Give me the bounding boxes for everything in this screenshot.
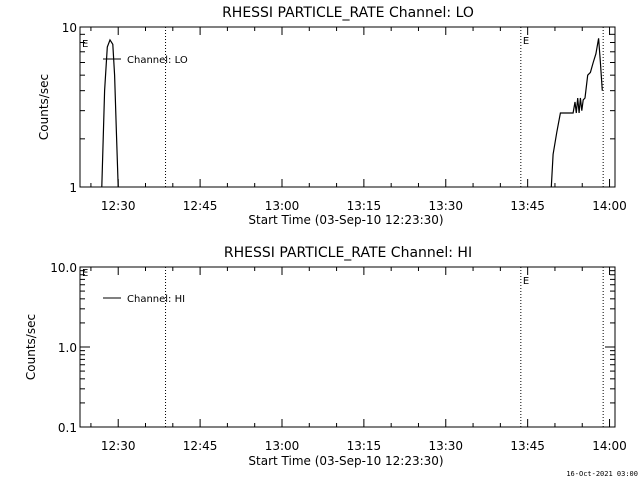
marks-lo: 12:30 12:45 13:00 13:15 13:30 13:45 14:00 1 10 E xyxy=(62,21,627,213)
footer-timestamp: 16-Oct-2021 03:00 xyxy=(566,470,638,478)
panel-lo: RHESSI PARTICLE_RATE Channel: LO Counts/… xyxy=(37,5,627,227)
chart-title-lo: RHESSI PARTICLE_RATE Channel: LO xyxy=(222,5,474,21)
y-tick-label-lo-1: 10 xyxy=(62,21,77,35)
edge-marker-hi: E xyxy=(82,268,88,279)
series-line-lo-0 xyxy=(101,38,119,188)
chart-title-hi: RHESSI PARTICLE_RATE Channel: HI xyxy=(224,245,472,261)
x-tick-label-lo-6: 14:00 xyxy=(592,199,627,213)
x-tick-label-hi-3: 13:15 xyxy=(347,439,382,453)
y-tick-label-hi-1: 1.0 xyxy=(58,341,77,355)
x-tick-label-lo-3: 13:15 xyxy=(347,199,382,213)
x-tick-label-lo-1: 12:45 xyxy=(183,199,218,213)
x-tick-label-hi-2: 13:00 xyxy=(265,439,300,453)
y-tick-label-hi-2: 10.0 xyxy=(50,261,77,275)
y-tick-label-hi-0: 0.1 xyxy=(58,421,77,435)
vertical-marker-label-hi-1: E xyxy=(523,276,529,287)
y-axis-label-lo: Counts/sec xyxy=(37,74,51,140)
legend-label-hi: Channel: HI xyxy=(127,294,185,305)
x-tick-label-hi-4: 13:30 xyxy=(428,439,463,453)
x-tick-label-hi-5: 13:45 xyxy=(510,439,545,453)
plot-frame-hi xyxy=(79,266,616,428)
y-tick-label-lo-0: 1 xyxy=(69,181,77,195)
y-axis-label-hi: Counts/sec xyxy=(24,314,38,380)
x-tick-label-lo-5: 13:45 xyxy=(510,199,545,213)
x-tick-label-lo-0: 12:30 xyxy=(101,199,136,213)
marks-hi: 12:30 12:45 13:00 13:15 13:30 13:45 14:00 0.1 1.… xyxy=(50,261,627,453)
series-line-lo-1 xyxy=(550,38,603,188)
edge-marker-lo: E xyxy=(82,39,88,50)
x-axis-label-lo: Start Time (03-Sep-10 12:23:30) xyxy=(248,213,443,227)
legend-label-lo: Channel: LO xyxy=(127,55,188,66)
x-tick-label-hi-1: 12:45 xyxy=(183,439,218,453)
plot-frame-lo xyxy=(79,26,616,188)
x-axis-label-hi: Start Time (03-Sep-10 12:23:30) xyxy=(248,454,443,468)
x-tick-label-lo-2: 13:00 xyxy=(265,199,300,213)
x-tick-label-hi-0: 12:30 xyxy=(101,439,136,453)
vertical-marker-label-lo-1: E xyxy=(523,36,529,47)
panel-hi: RHESSI PARTICLE_RATE Channel: HI Counts/… xyxy=(24,245,627,468)
x-tick-label-lo-4: 13:30 xyxy=(428,199,463,213)
x-tick-label-hi-6: 14:00 xyxy=(592,439,627,453)
